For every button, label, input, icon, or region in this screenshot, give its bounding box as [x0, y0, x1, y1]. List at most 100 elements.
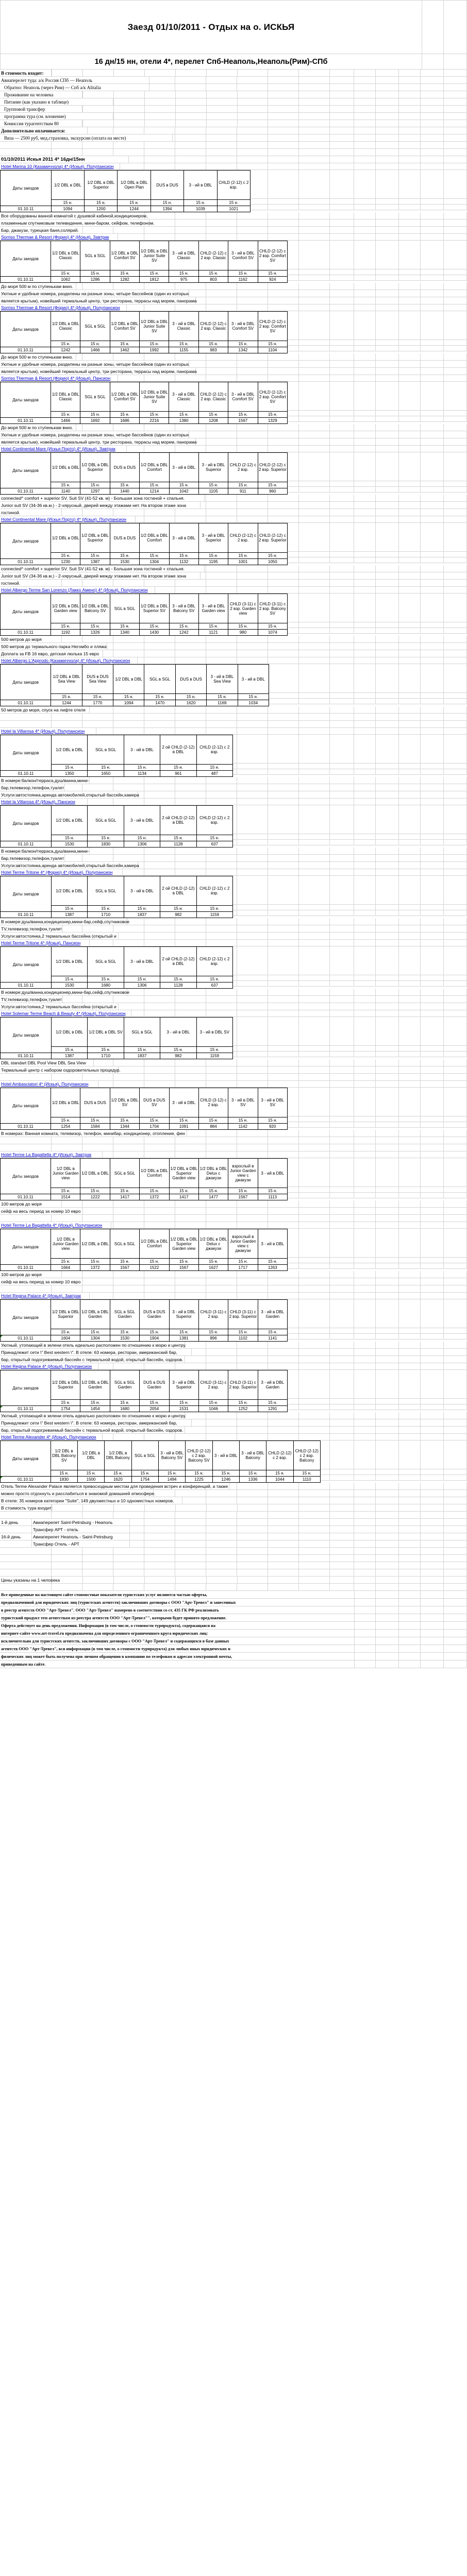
- grid-cell: [444, 1363, 467, 1370]
- nights-cell: 15 н.: [160, 976, 197, 982]
- grid-cell: [376, 120, 399, 127]
- grid-cell: [375, 1497, 399, 1504]
- nights-cell: 15 н.: [198, 1117, 229, 1124]
- grid-cell: [268, 989, 299, 996]
- grid-cell: [229, 1483, 237, 1490]
- grid-row: [288, 1258, 467, 1263]
- hotel-link[interactable]: Hotel la Villarosa 4* (Искья), Пансион: [0, 799, 88, 805]
- grid-cell: [399, 1200, 421, 1208]
- grid-cell: [299, 693, 330, 699]
- tour-day-text: Трансфер Отель - АРТ: [32, 1540, 130, 1548]
- grid-cell: [444, 509, 467, 516]
- grid-cell: [420, 438, 444, 446]
- nights-cell: 15 н.: [160, 764, 197, 771]
- grid-cell: [237, 431, 268, 438]
- grid-cell: [175, 156, 206, 163]
- hotel-link[interactable]: Sorriso Thermae & Resort (Форио) 4* (Иск…: [0, 234, 118, 241]
- hotel-link-row: Hotel Solemar Terme Beach & Beauty 4* (И…: [0, 1010, 467, 1017]
- grid-cell: [376, 84, 399, 91]
- grid-cell: [376, 1116, 399, 1122]
- nights-row: 15 н. 15 н. 15 н. 15 н. 15 н. 15 н. 15 н. 15 н.: [1, 270, 288, 277]
- hotel-description-text: является крытым), новейший термальный це…: [0, 297, 197, 304]
- grid-cell: [206, 784, 237, 791]
- price-cell: 1263: [257, 1264, 288, 1271]
- grid-cell: [144, 714, 175, 721]
- grid-cell: [237, 1540, 268, 1548]
- grid-cell: [354, 840, 376, 845]
- grid-cell: [268, 368, 299, 375]
- hotel-link[interactable]: Sorriso Thermae & Resort (Форио) 4* (Иск…: [0, 304, 127, 311]
- hotel-link[interactable]: Hotel Marina 10 (Казамиччола) 4* (Искья)…: [0, 163, 121, 170]
- nights-cell: 15 н.: [169, 482, 199, 488]
- grid-cell: [113, 777, 144, 784]
- nights-cell: 15 н.: [80, 1188, 110, 1194]
- grid-cell: [76, 424, 82, 431]
- hotel-description-row: является крытым), новейший термальный це…: [0, 438, 467, 446]
- grid-cell: [355, 1622, 376, 1630]
- dates-column-header: Даты заездов: [0, 382, 52, 418]
- grid-cell: [399, 940, 421, 946]
- grid-cell: [237, 219, 268, 227]
- grid-cell: [330, 452, 354, 481]
- hotel-link[interactable]: Hotel Terme La Bagattella 4* (Искья), По…: [0, 1222, 112, 1229]
- price-cell: 1074: [257, 629, 288, 636]
- grid-cell: [299, 650, 330, 657]
- grid-cell: [299, 416, 330, 422]
- hotel-link[interactable]: Sorriso Thermae & Resort (Форио) 4* (Иск…: [0, 375, 118, 382]
- grid-cell: [144, 1074, 175, 1081]
- hotel-link[interactable]: Hotel Regina Palace 4* (Искья), Завтрак: [0, 1293, 90, 1299]
- hotel-link[interactable]: Hotel Continental Mare (Искья Порто) 4* …: [0, 446, 127, 452]
- grid-cell: [420, 848, 444, 855]
- grid-cell: [376, 1653, 399, 1660]
- grid-cell: [443, 1490, 467, 1497]
- grid-cell: [444, 1193, 467, 1198]
- price-cell: 1584: [80, 1123, 110, 1130]
- price-row: 01.10.11 1664 1372 1567 1522 1567 1627 1717 1263: [0, 1264, 288, 1271]
- hotel-link[interactable]: Hotel Terme Tritone 4* (Искья), Пансион: [0, 940, 90, 946]
- room-type-header: 3 - ий в DBL: [123, 805, 161, 835]
- price-cell: 1208: [198, 417, 229, 424]
- grid-cell: [376, 693, 399, 699]
- grid-cell: [175, 227, 206, 234]
- section-heading: 01/10/2011 Искья 2011 4* 16дн/15нн: [0, 156, 129, 163]
- grid-cell: [144, 446, 175, 452]
- grid-row: [233, 1046, 467, 1052]
- grid-cell: [376, 91, 399, 98]
- price-cell: 637: [196, 982, 233, 989]
- grid-cell: [268, 1577, 299, 1584]
- grid-cell: [398, 862, 421, 869]
- room-type-header: 1/2 DBL в DBL: [113, 664, 145, 694]
- grid-cell: [399, 509, 421, 516]
- grid-cell: [330, 764, 354, 769]
- grid-cell: [354, 580, 376, 587]
- grid-cell: [354, 714, 376, 721]
- hotel-link[interactable]: Hotel Terme Tritone 4* (Форио) 4* (Искья…: [0, 869, 123, 876]
- grid-cell: [299, 910, 330, 916]
- hotel-link[interactable]: Hotel Terme La Bagattella 4* (Искья), За…: [0, 1151, 103, 1158]
- grid-cell: [354, 1483, 376, 1490]
- hotel-link[interactable]: Hotel Regina Palace 4* (Искья), Полупанс…: [0, 1363, 98, 1370]
- grid-cell: [329, 431, 354, 438]
- grid-cell: [330, 975, 354, 981]
- price-cell: 924: [257, 276, 288, 283]
- hotel-link[interactable]: Hotel Terme Alexander 4* (Искья), Полупа…: [0, 1434, 103, 1440]
- grid-cell: [399, 1555, 421, 1562]
- hotel-description-text: сейф на весь период за номер 10 евро: [0, 1278, 83, 1285]
- hotel-link[interactable]: Hotel Albergo L'Approdo (Казамиччола) 4*…: [0, 657, 138, 664]
- hotel-link[interactable]: Hotel Albergo Terme San Lorenzo (Лакко А…: [0, 587, 156, 594]
- hotel-link[interactable]: Hotel la Villarosa 4* (Искья), Полупанси…: [0, 728, 96, 735]
- grid-cell: [268, 290, 299, 297]
- hotel-link[interactable]: Hotel Ambasciatori 4* (Искья), Полупанси…: [0, 1081, 98, 1088]
- nights-cell: 15 н.: [237, 693, 270, 700]
- blank-row: [0, 1555, 467, 1562]
- grid-cell: [443, 219, 467, 227]
- hotel-link[interactable]: Hotel Continental Mare (Искья Порто) 4* …: [0, 516, 136, 523]
- grid-cell: [421, 552, 444, 557]
- grid-cell: [237, 1548, 268, 1555]
- grid-cell: [175, 134, 206, 142]
- grid-cell: [354, 1533, 376, 1540]
- grid-cell: [399, 1299, 421, 1328]
- grid-cell: [421, 735, 444, 764]
- hotel-description-row: можно просто отдохнуть и расслабиться в …: [0, 1490, 467, 1497]
- hotel-link[interactable]: Hotel Solemar Terme Beach & Beauty 4* (И…: [0, 1010, 131, 1017]
